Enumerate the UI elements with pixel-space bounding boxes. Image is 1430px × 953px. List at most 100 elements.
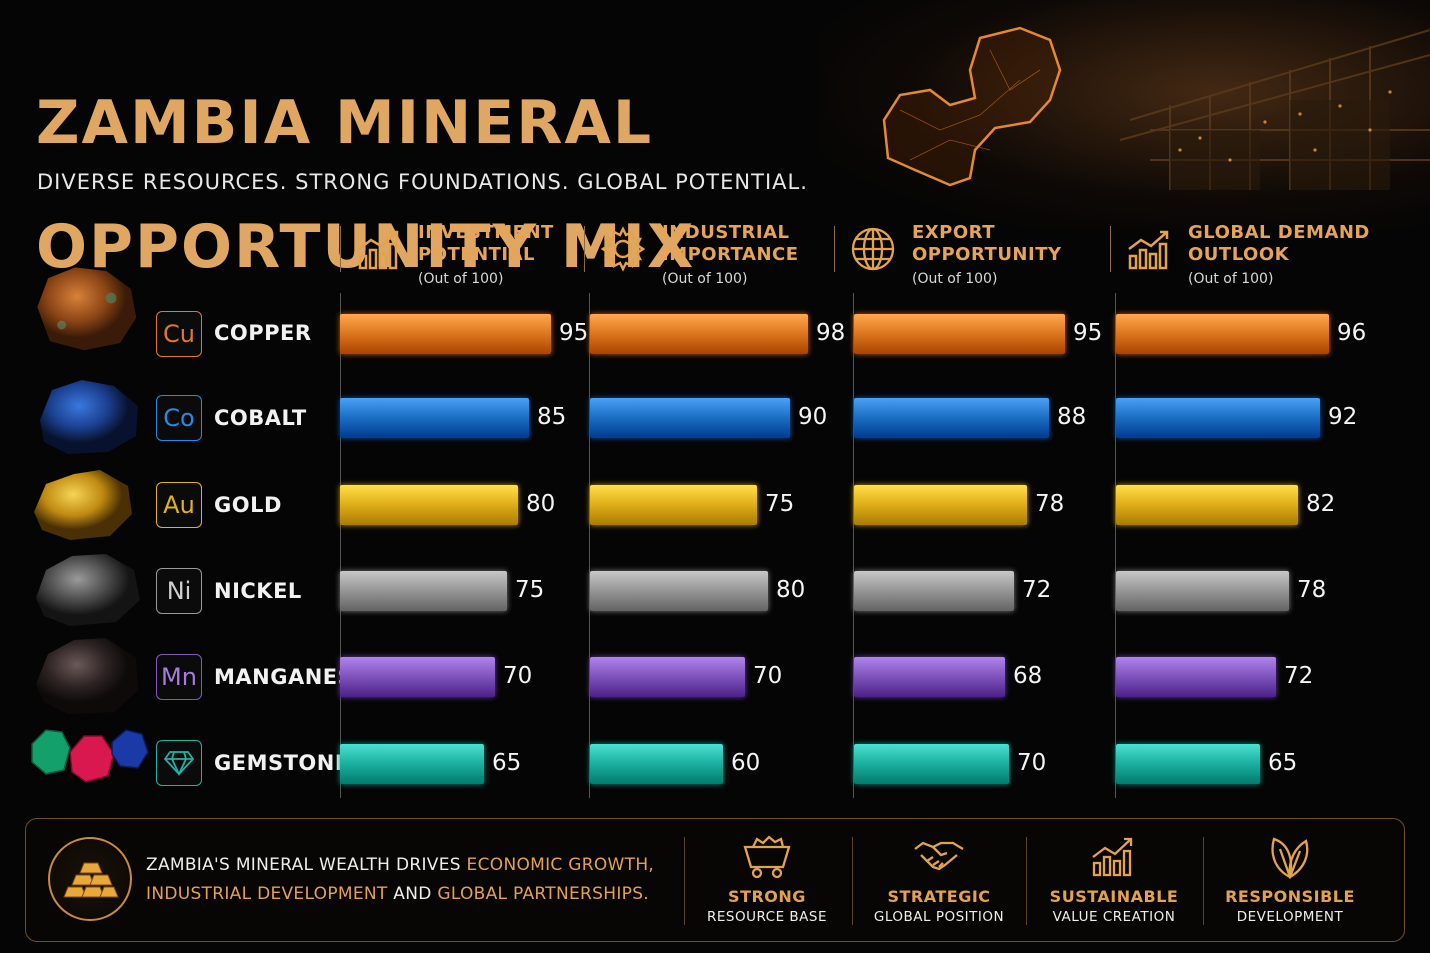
footer-divider: [1203, 837, 1204, 925]
column-title-line-1: INVESTMENT: [418, 222, 554, 243]
footer-item-responsible-development: RESPONSIBLE DEVELOPMENT: [1205, 833, 1375, 925]
column-title-line-1: GLOBAL DEMAND: [1188, 222, 1370, 243]
footer-item-subtitle: RESOURCE BASE: [706, 909, 828, 925]
footer-panel: ZAMBIA'S MINERAL WEALTH DRIVES ECONOMIC …: [25, 818, 1405, 942]
bar-value-label: 85: [537, 404, 567, 430]
column-unit: (Out of 100): [662, 271, 748, 287]
bar-gemstones-export-opportunity: [854, 744, 1009, 784]
column-unit: (Out of 100): [1188, 271, 1274, 287]
bar-gemstones-investment-potential: [340, 744, 484, 784]
nickel-ore-icon: [36, 554, 140, 626]
column-axis-line: [340, 293, 341, 798]
bar-copper-global-demand-outlook: [1116, 314, 1329, 354]
bar-value-label: 65: [1268, 750, 1298, 776]
title-line-2: OPPORTUNITY MIX: [36, 212, 696, 282]
footer-item-title: STRONG: [728, 887, 806, 906]
footer-item-resource-base: STRONG RESOURCE BASE: [682, 833, 852, 925]
page-title: ZAMBIA MINERAL OPPORTUNITY MIX: [36, 30, 796, 340]
bar-value-label: 75: [515, 577, 545, 603]
bar-value-label: 88: [1057, 404, 1087, 430]
bar-gold-investment-potential: [340, 485, 518, 525]
column-title-line-2: POTENTIAL: [418, 244, 536, 265]
column-divider: [584, 226, 585, 272]
column-title-line-2: IMPORTANCE: [662, 244, 799, 265]
copper-label: COPPER: [214, 321, 312, 345]
footer-item-title: STRATEGIC: [887, 887, 991, 906]
bar-value-label: 95: [559, 320, 589, 346]
bar-value-label: 98: [816, 320, 846, 346]
bar-value-label: 68: [1013, 663, 1043, 689]
growth-chart-icon: [1092, 837, 1133, 877]
bar-cobalt-global-demand-outlook: [1116, 398, 1320, 438]
bar-copper-investment-potential: [340, 314, 551, 354]
leaf-icon: [1271, 837, 1309, 879]
bar-value-label: 80: [526, 491, 556, 517]
column-divider: [1110, 226, 1111, 272]
column-unit: (Out of 100): [912, 271, 998, 287]
zambia-map-outline: [882, 26, 1062, 187]
title-line-1: ZAMBIA MINERAL: [36, 88, 654, 158]
nickel-symbol-badge: Ni: [156, 568, 202, 614]
column-header-export: EXPORT OPPORTUNITY (Out of 100): [834, 222, 1104, 297]
globe-icon: [851, 227, 895, 271]
bar-value-label: 72: [1022, 577, 1052, 603]
nickel-label: NICKEL: [214, 579, 302, 603]
zambia-map-and-mine-illustration: [882, 26, 1430, 190]
bar-gold-industrial-importance: [590, 485, 757, 525]
gold-nugget-icon: [34, 470, 132, 540]
bar-copper-export-opportunity: [854, 314, 1065, 354]
bar-value-label: 60: [731, 750, 761, 776]
column-title-line-1: INDUSTRIAL: [662, 222, 790, 243]
bar-copper-industrial-importance: [590, 314, 808, 354]
footer-item-subtitle: GLOBAL POSITION: [873, 909, 1005, 925]
bar-manganese-industrial-importance: [590, 657, 745, 697]
gold-bars-medallion: [48, 837, 132, 921]
footer-highlight-industrial: INDUSTRIAL DEVELOPMENT: [146, 884, 388, 904]
gold-symbol-badge: Au: [156, 482, 202, 528]
footer-item-title: SUSTAINABLE: [1049, 887, 1179, 906]
bar-value-label: 90: [798, 404, 828, 430]
column-header-industrial: INDUSTRIAL IMPORTANCE (Out of 100): [584, 222, 829, 297]
bar-gold-export-opportunity: [854, 485, 1027, 525]
bar-value-label: 78: [1297, 577, 1327, 603]
bar-gold-global-demand-outlook: [1116, 485, 1298, 525]
footer-statement: ZAMBIA'S MINERAL WEALTH DRIVES ECONOMIC …: [146, 851, 654, 909]
bar-value-label: 96: [1337, 320, 1367, 346]
footer-item-global-position: STRATEGIC GLOBAL POSITION: [854, 833, 1024, 925]
column-divider: [340, 226, 341, 272]
bar-value-label: 78: [1035, 491, 1065, 517]
column-divider: [834, 226, 835, 272]
gear-icon: [600, 226, 646, 272]
gemstones-image: [31, 729, 149, 783]
footer-item-subtitle: DEVELOPMENT: [1236, 909, 1344, 925]
bar-nickel-investment-potential: [340, 571, 507, 611]
column-title-line-2: OUTLOOK: [1188, 244, 1290, 265]
bar-nickel-export-opportunity: [854, 571, 1014, 611]
column-header-global-demand: GLOBAL DEMAND OUTLOOK (Out of 100): [1110, 222, 1400, 297]
bar-value-label: 75: [765, 491, 795, 517]
footer-item-subtitle: VALUE CREATION: [1052, 909, 1176, 925]
copper-ore-icon: [37, 267, 137, 351]
growth-chart-icon: [1128, 230, 1169, 270]
bar-value-label: 92: [1328, 404, 1358, 430]
bar-value-label: 70: [1017, 750, 1047, 776]
bar-manganese-global-demand-outlook: [1116, 657, 1276, 697]
bar-value-label: 82: [1306, 491, 1336, 517]
column-axis-line: [589, 293, 590, 798]
footer-text-b: AND: [387, 884, 438, 904]
column-title-line-1: EXPORT: [912, 222, 995, 243]
bar-value-label: 80: [776, 577, 806, 603]
diamond-icon: [164, 751, 194, 776]
page-subtitle: DIVERSE RESOURCES. STRONG FOUNDATIONS. G…: [37, 170, 808, 194]
footer-item-value-creation: SUSTAINABLE VALUE CREATION: [1029, 833, 1199, 925]
cobalt-symbol-badge: Co: [156, 395, 202, 441]
bar-cobalt-investment-potential: [340, 398, 529, 438]
footer-divider: [1026, 837, 1027, 925]
cobalt-ore-icon: [40, 380, 138, 454]
footer-divider: [852, 837, 853, 925]
gold-bars-icon: [63, 862, 119, 898]
column-unit: (Out of 100): [418, 271, 504, 287]
bar-value-label: 70: [503, 663, 533, 689]
mine-cart-icon: [743, 835, 791, 879]
column-header-investment: INVESTMENT POTENTIAL (Out of 100): [340, 222, 580, 297]
